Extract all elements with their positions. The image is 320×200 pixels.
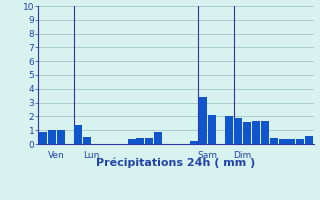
Bar [243, 122, 251, 144]
Bar [270, 138, 278, 144]
Bar [83, 137, 91, 144]
Bar [199, 97, 207, 144]
Text: Dim: Dim [234, 151, 252, 160]
Bar [145, 138, 153, 144]
Bar [278, 139, 286, 144]
Bar [234, 118, 242, 144]
Bar [261, 121, 269, 144]
Bar [154, 132, 162, 144]
Text: Ven: Ven [48, 151, 65, 160]
Bar [287, 139, 295, 144]
Bar [296, 139, 304, 144]
Bar [39, 132, 47, 144]
Bar [48, 130, 56, 144]
Bar [190, 141, 198, 144]
Text: Lun: Lun [84, 151, 100, 160]
Bar [252, 121, 260, 144]
Bar [57, 130, 65, 144]
Bar [137, 138, 145, 144]
Bar [305, 136, 313, 144]
Bar [74, 125, 82, 144]
Bar [225, 116, 233, 144]
Bar [128, 139, 136, 144]
X-axis label: Précipitations 24h ( mm ): Précipitations 24h ( mm ) [96, 158, 256, 168]
Text: Sam: Sam [197, 151, 217, 160]
Bar [207, 115, 215, 144]
